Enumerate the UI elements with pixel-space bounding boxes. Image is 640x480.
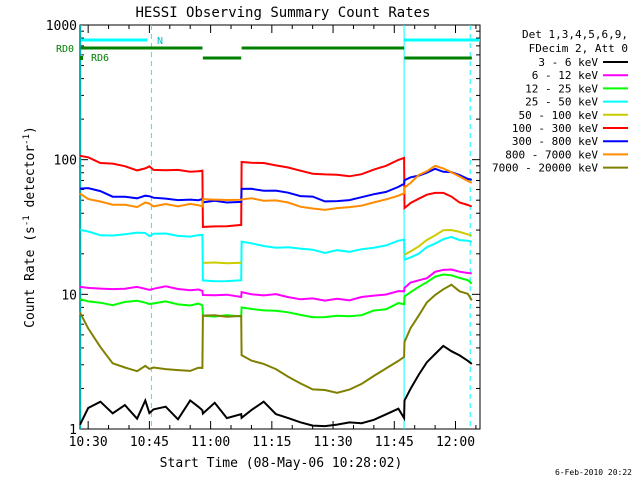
y-axis-label-exponent: -1 <box>22 134 32 145</box>
legend-label: 7000 - 20000 keV <box>492 162 598 175</box>
y-axis-label-exponent: -1 <box>22 215 32 226</box>
legend-label: 12 - 25 keV <box>525 82 598 95</box>
x-axis: 10:30 10:45 11:00 11:15 11:30 11:45 12:00 <box>69 25 477 450</box>
series-line <box>79 167 473 204</box>
legend-label: 25 - 50 keV <box>525 96 598 109</box>
chart-title: HESSI Observing Summary Count Rates <box>135 5 430 21</box>
footer-timestamp: 6-Feb-2010 20:22 <box>555 468 632 477</box>
y-axis: 1 10 100 1000 <box>46 19 480 438</box>
x-tick-label: 10:45 <box>130 435 169 450</box>
x-tick-label: 12:00 <box>436 435 475 450</box>
series-line <box>404 228 473 256</box>
series-line <box>79 268 472 302</box>
plot-frame <box>79 24 481 430</box>
flag-label-rd6: RD6 <box>91 53 109 64</box>
legend-label: 800 - 7000 keV <box>505 148 598 161</box>
series-line <box>79 283 473 394</box>
series-line <box>202 261 242 265</box>
y-axis-label-end: ) <box>23 126 38 134</box>
x-tick-label: 11:15 <box>252 435 291 450</box>
x-tick-label: 11:45 <box>375 435 414 450</box>
legend-header-2: FDecim 2, Att 0 <box>529 42 628 55</box>
legend-label: 50 - 100 keV <box>519 109 599 122</box>
legend-label: 6 - 12 keV <box>532 69 599 82</box>
x-axis-label: Start Time (08-May-06 10:28:02) <box>160 456 403 471</box>
series-line <box>79 228 473 283</box>
y-axis-label: Count Rate (s-1 detector-1) <box>22 126 38 328</box>
legend-header-1: Det 1,3,4,5,6,9, <box>522 28 628 41</box>
y-axis-label-middle: detector <box>23 145 38 216</box>
x-tick-label: 11:00 <box>191 435 230 450</box>
y-tick-label: 100 <box>54 154 77 169</box>
y-tick-label: 10 <box>61 288 77 303</box>
series-line <box>79 164 473 211</box>
y-tick-label: 1 <box>69 423 77 438</box>
x-tick-label: 10:30 <box>69 435 108 450</box>
series-group <box>79 154 473 428</box>
legend-label: 100 - 300 keV <box>512 122 598 135</box>
rd6-flag-marker <box>80 56 83 60</box>
legend-label: 3 - 6 keV <box>538 56 598 69</box>
legend-label: 300 - 800 keV <box>512 135 598 148</box>
flag-bars <box>80 38 480 60</box>
series-line <box>79 154 473 228</box>
series-line <box>79 344 473 428</box>
series-line <box>79 273 473 319</box>
flag-label-rd0: RD0 <box>56 44 74 55</box>
x-tick-label: 11:30 <box>313 435 352 450</box>
legend: Det 1,3,4,5,6,9, FDecim 2, Att 0 3 - 6 k… <box>492 28 628 175</box>
flag-label-n: N <box>157 36 163 47</box>
y-tick-label: 1000 <box>46 19 77 34</box>
